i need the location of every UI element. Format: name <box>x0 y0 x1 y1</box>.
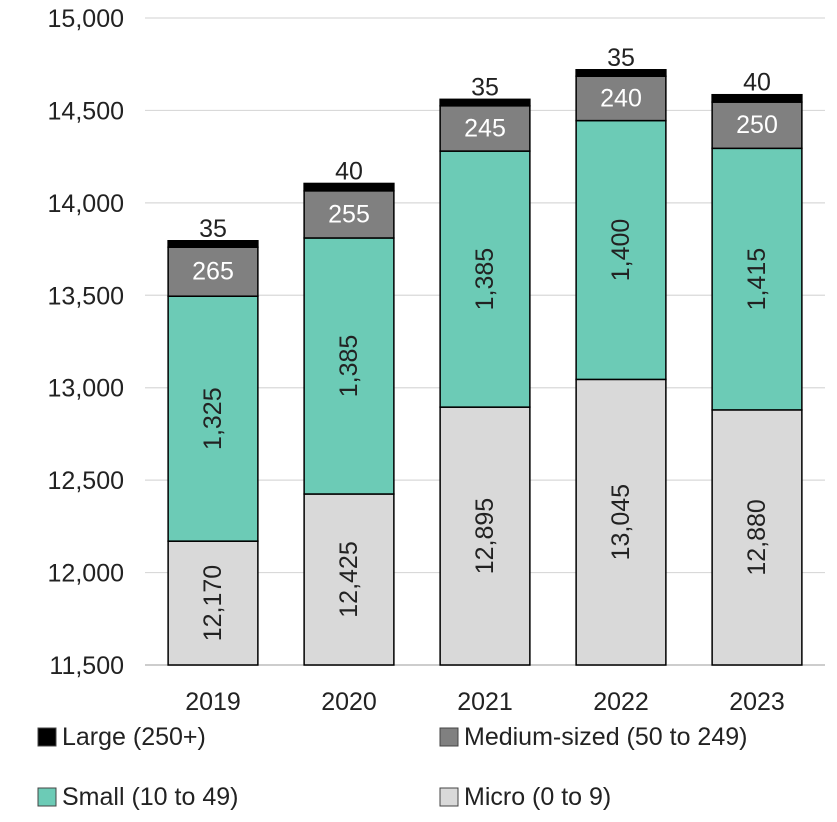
data-label: 35 <box>199 215 227 243</box>
legend-label: Large (250+) <box>62 723 206 751</box>
y-tick-label: 12,000 <box>48 560 124 588</box>
x-tick-label: 2019 <box>185 688 241 716</box>
legend-swatch <box>37 727 57 747</box>
x-tick-label: 2020 <box>321 688 377 716</box>
y-tick-label: 14,000 <box>48 190 124 218</box>
legend-label: Medium-sized (50 to 249) <box>464 723 747 751</box>
bar-segment <box>303 182 395 192</box>
x-tick-label: 2021 <box>457 688 513 716</box>
bar-segment <box>575 119 667 381</box>
data-label: 265 <box>192 258 234 286</box>
legend-item: Large (250+) <box>37 723 206 751</box>
bar-segment <box>711 409 803 666</box>
data-label: 255 <box>328 200 370 228</box>
data-label: 12,170 <box>199 565 227 641</box>
bar-segment <box>575 378 667 666</box>
x-tick-label: 2022 <box>593 688 649 716</box>
data-label: 245 <box>464 114 506 142</box>
legend: Large (250+) Medium-sized (50 to 249) Smal… <box>37 723 747 811</box>
legend-swatch <box>439 727 459 747</box>
data-label: 1,415 <box>743 248 771 311</box>
bars <box>167 69 803 666</box>
bar-segment <box>711 101 803 150</box>
data-label: 35 <box>471 73 499 101</box>
bar-segment <box>303 190 395 239</box>
bar-segment <box>575 75 667 122</box>
bar-segment <box>167 295 259 542</box>
bar-segment <box>711 93 803 103</box>
legend-item: Small (10 to 49) <box>37 783 238 811</box>
y-axis: 11,500 12,000 12,500 13,000 13,500 14,000 14,5… <box>48 5 124 680</box>
bar-segment <box>439 150 531 408</box>
data-label: 1,385 <box>471 248 499 311</box>
data-label: 1,400 <box>607 219 635 282</box>
bar-segment <box>167 540 259 666</box>
data-label: 40 <box>743 69 771 97</box>
x-axis: 2019 2020 2021 2022 2023 <box>185 688 785 716</box>
bar-segment <box>303 237 395 495</box>
data-label: 1,325 <box>199 387 227 450</box>
data-label: 1,385 <box>335 335 363 398</box>
legend-swatch <box>37 787 57 807</box>
y-tick-label: 13,500 <box>48 282 124 310</box>
legend-item: Medium-sized (50 to 249) <box>439 723 747 751</box>
bar-segment <box>575 69 667 77</box>
data-label: 12,895 <box>471 498 499 574</box>
data-label: 12,425 <box>335 541 363 617</box>
y-tick-label: 12,500 <box>48 467 124 495</box>
data-label: 13,045 <box>607 484 635 560</box>
legend-item: Micro (0 to 9) <box>439 783 611 811</box>
x-tick-label: 2023 <box>729 688 785 716</box>
data-label: 250 <box>736 111 778 139</box>
y-tick-label: 13,000 <box>48 375 124 403</box>
bar-segment <box>711 147 803 411</box>
legend-swatch <box>439 787 459 807</box>
data-label: 240 <box>600 84 642 112</box>
bar-segment <box>303 493 395 666</box>
bar-segment <box>167 240 259 248</box>
y-tick-label: 14,500 <box>48 97 124 125</box>
data-label: 40 <box>335 157 363 185</box>
data-label: 35 <box>607 44 635 72</box>
y-tick-label: 15,000 <box>48 5 124 33</box>
data-labels: 12,170 1,325 265 35 12,425 1,385 255 40 12,895 1,… <box>192 44 778 642</box>
data-label: 12,880 <box>743 499 771 575</box>
y-tick-label: 11,500 <box>49 652 124 680</box>
legend-label: Small (10 to 49) <box>62 783 238 811</box>
bar-segment <box>439 105 531 152</box>
legend-label: Micro (0 to 9) <box>464 783 611 811</box>
bar-segment <box>439 98 531 107</box>
bar-segment <box>439 406 531 666</box>
